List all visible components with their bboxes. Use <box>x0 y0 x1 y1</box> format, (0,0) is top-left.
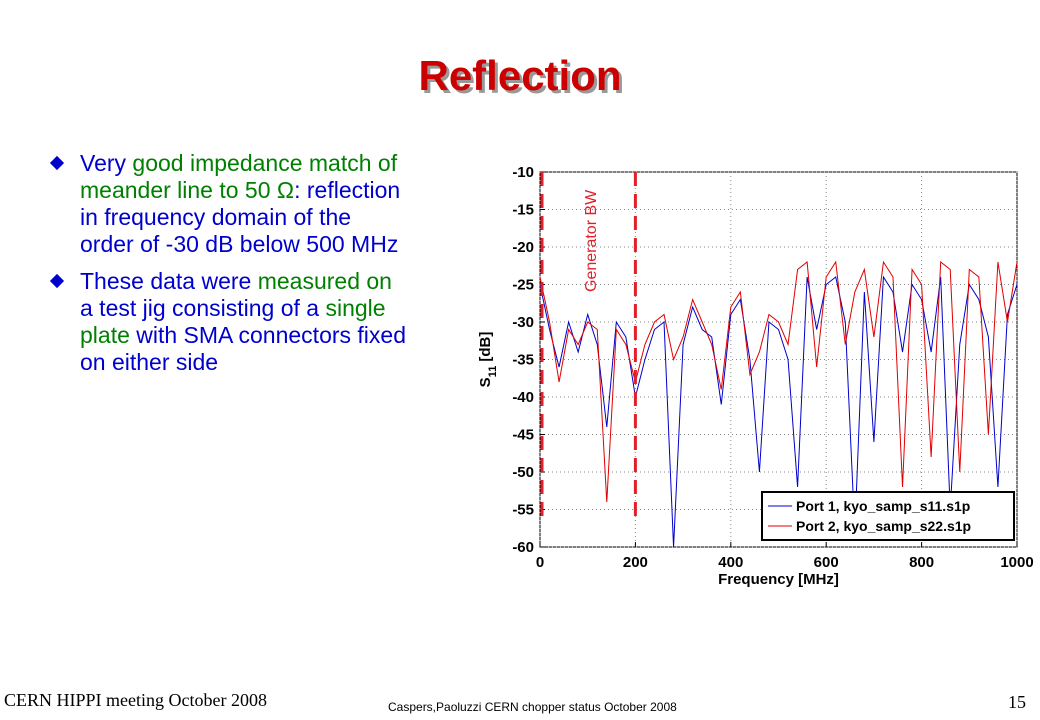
plot-area <box>539 171 1018 548</box>
legend-label: Port 2, kyo_samp_s22.s1p <box>796 518 971 534</box>
y-axis-label-sub: 11 <box>487 366 499 378</box>
bullet-list: Very good impedance match of meander lin… <box>48 150 408 386</box>
bullet-text: a test jig consisting of a <box>80 295 326 321</box>
y-tick-label: -60 <box>512 539 534 556</box>
slide-title: Reflection <box>418 52 622 99</box>
y-axis-label-unit: [dB] <box>477 332 494 362</box>
bullet-text: : reflection in frequency domain of the … <box>80 177 401 257</box>
x-axis-label: Frequency [MHz] <box>718 571 839 588</box>
footer-center: Caspers,Paoluzzi CERN chopper status Oct… <box>388 700 677 714</box>
bullet-text: These data were <box>80 268 258 294</box>
x-tick-label: 800 <box>909 554 934 571</box>
bullet: These data were measured on a test jig c… <box>48 268 408 376</box>
y-tick-label: -35 <box>512 352 534 369</box>
y-tick-label: -10 <box>512 164 534 181</box>
y-axis-label-main: S <box>477 377 494 387</box>
annotation: Generator BW <box>583 189 600 292</box>
chart: -10 -15 -20 -25 -30 -35 -40 -45 -50 -55 -600 200 400… <box>477 164 1034 588</box>
bullet: Very good impedance match of meander lin… <box>48 150 408 258</box>
x-tick-label: 1000 <box>1000 554 1033 571</box>
y-tick-label: -40 <box>512 389 534 406</box>
y-tick-label: -15 <box>512 202 534 219</box>
y-tick-label: -25 <box>512 277 534 294</box>
bullet-text: Very <box>80 150 133 176</box>
y-tick-label: -55 <box>512 502 534 519</box>
page-number: 15 <box>1008 692 1026 712</box>
bullet-text: good impedance match of meander line to … <box>80 150 398 203</box>
y-tick-label: -45 <box>512 427 534 444</box>
x-tick-label: 0 <box>536 554 544 571</box>
data-line <box>539 260 1018 503</box>
y-axis-label: S11 [dB] <box>477 332 499 388</box>
legend-label: Port 1, kyo_samp_s11.s1p <box>796 498 970 514</box>
y-tick-label: -50 <box>512 464 534 481</box>
x-tick-label: 400 <box>718 554 743 571</box>
y-tick-label: -20 <box>512 239 534 256</box>
footer-left: CERN HIPPI meeting October 2008 <box>4 690 267 710</box>
bullet-text: with SMA connectors fixed on either side <box>80 322 406 375</box>
y-tick-label: -30 <box>512 314 534 331</box>
x-tick-label: 200 <box>623 554 648 571</box>
bullet-text: measured on <box>257 268 392 294</box>
legend-box <box>761 491 1015 541</box>
data-line <box>539 275 1018 548</box>
x-tick-label: 600 <box>814 554 839 571</box>
bullet-text: single plate <box>80 295 386 348</box>
